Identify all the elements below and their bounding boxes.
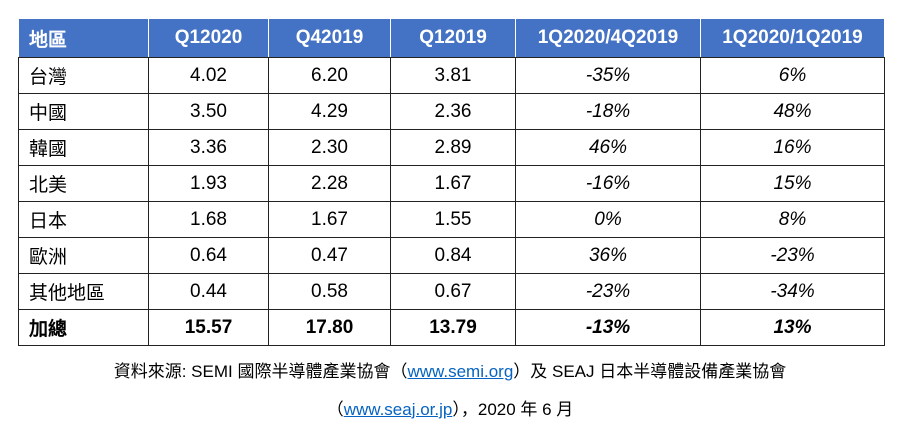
value-cell: -23%	[700, 237, 885, 274]
value-cell: 1.67	[390, 165, 516, 202]
value-cell: 0.64	[148, 237, 269, 274]
value-cell: 2.30	[268, 129, 391, 166]
value-cell: 46%	[515, 129, 701, 166]
value-cell: 4.02	[148, 57, 269, 94]
table-row: 北美 1.93 2.28 1.67 -16% 15%	[18, 165, 885, 202]
header-cell: 地區	[18, 18, 149, 58]
value-cell: 2.36	[390, 93, 516, 130]
value-cell: 3.50	[148, 93, 269, 130]
value-cell: 0%	[515, 201, 701, 238]
header-cell: 1Q2020/1Q2019	[700, 18, 885, 58]
value-cell: -18%	[515, 93, 701, 130]
region-cell: 韓國	[18, 129, 149, 166]
header-cell: Q12019	[390, 18, 516, 58]
value-cell: 6%	[700, 57, 885, 94]
region-cell: 北美	[18, 165, 149, 202]
value-cell: 1.67	[268, 201, 391, 238]
value-cell: 15.57	[148, 309, 269, 346]
header-cell: 1Q2020/4Q2019	[515, 18, 701, 58]
value-cell: 0.44	[148, 273, 269, 310]
value-cell: -16%	[515, 165, 701, 202]
table-row: 歐洲 0.64 0.47 0.84 36% -23%	[18, 237, 885, 274]
value-cell: 0.67	[390, 273, 516, 310]
table-row: 日本 1.68 1.67 1.55 0% 8%	[18, 201, 885, 238]
table-row: 韓國 3.36 2.30 2.89 46% 16%	[18, 129, 885, 166]
value-cell: 0.47	[268, 237, 391, 274]
source-text: ），2020 年 6 月	[452, 400, 574, 419]
value-cell: 13.79	[390, 309, 516, 346]
source-line: （www.seaj.or.jp），2020 年 6 月	[0, 395, 900, 420]
source-text: 資料來源: SEMI 國際半導體產業協會（	[113, 362, 408, 381]
source-text: （	[326, 400, 344, 419]
value-cell: -23%	[515, 273, 701, 310]
value-cell: 48%	[700, 93, 885, 130]
table-row: 其他地區 0.44 0.58 0.67 -23% -34%	[18, 273, 885, 310]
value-cell: 8%	[700, 201, 885, 238]
region-cell: 台灣	[18, 57, 149, 94]
value-cell: 0.84	[390, 237, 516, 274]
value-cell: 15%	[700, 165, 885, 202]
region-cell: 加總	[18, 309, 149, 346]
value-cell: 16%	[700, 129, 885, 166]
value-cell: 17.80	[268, 309, 391, 346]
header-cell: Q12020	[148, 18, 269, 58]
value-cell: 36%	[515, 237, 701, 274]
source-link[interactable]: www.seaj.or.jp	[343, 400, 453, 419]
table-body: 台灣 4.02 6.20 3.81 -35% 6% 中國 3.50 4.29 2.36 -18% 48…	[18, 57, 885, 346]
value-cell: 1.68	[148, 201, 269, 238]
value-cell: 6.20	[268, 57, 391, 94]
value-cell: -35%	[515, 57, 701, 94]
table-row: 台灣 4.02 6.20 3.81 -35% 6%	[18, 57, 885, 94]
value-cell: 1.55	[390, 201, 516, 238]
value-cell: 2.89	[390, 129, 516, 166]
value-cell: 3.81	[390, 57, 516, 94]
value-cell: -13%	[515, 309, 701, 346]
source-line: 資料來源: SEMI 國際半導體產業協會（www.semi.org）及 SEAJ…	[0, 357, 900, 382]
header-cell: Q42019	[268, 18, 391, 58]
value-cell: 2.28	[268, 165, 391, 202]
value-cell: 4.29	[268, 93, 391, 130]
value-cell: 0.58	[268, 273, 391, 310]
source-text: ）及 SEAJ 日本半導體設備產業協會	[513, 362, 787, 381]
value-cell: 13%	[700, 309, 885, 346]
value-cell: 1.93	[148, 165, 269, 202]
source-link[interactable]: www.semi.org	[407, 362, 514, 381]
table-row: 中國 3.50 4.29 2.36 -18% 48%	[18, 93, 885, 130]
value-cell: 3.36	[148, 129, 269, 166]
region-cell: 中國	[18, 93, 149, 130]
table-row: 加總 15.57 17.80 13.79 -13% 13%	[18, 309, 885, 346]
region-cell: 歐洲	[18, 237, 149, 274]
header-row: 地區 Q12020 Q42019 Q12019 1Q2020/4Q2019 1Q2020/…	[18, 18, 885, 58]
region-cell: 其他地區	[18, 273, 149, 310]
region-cell: 日本	[18, 201, 149, 238]
value-cell: -34%	[700, 273, 885, 310]
data-table: 地區 Q12020 Q42019 Q12019 1Q2020/4Q2019 1Q2020/…	[18, 18, 885, 346]
